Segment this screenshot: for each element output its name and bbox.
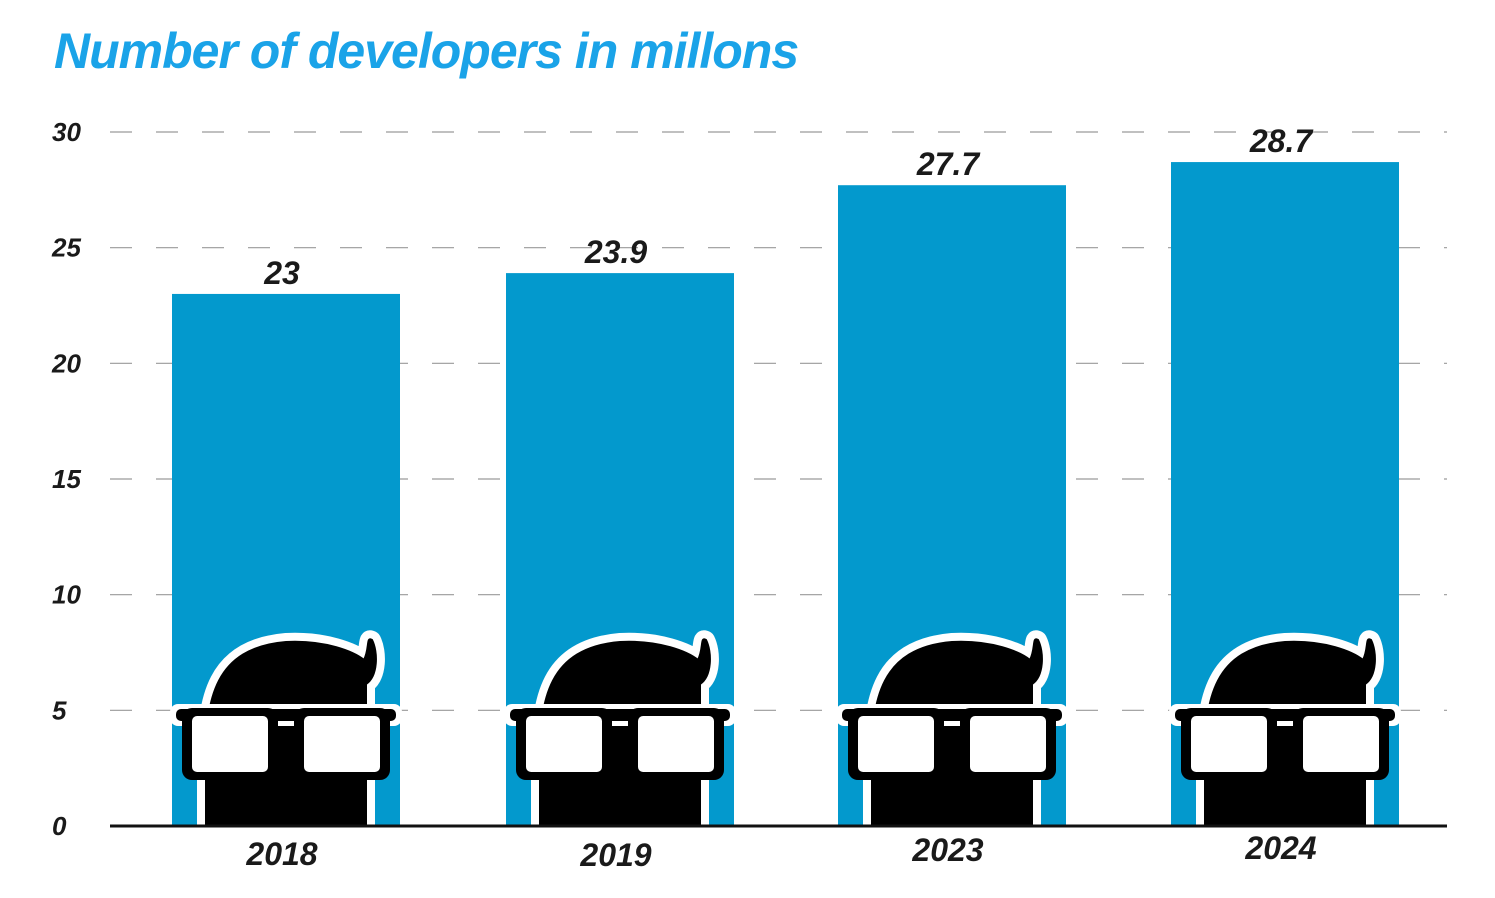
- glasses-lens: [638, 716, 714, 772]
- category-label: 2024: [1244, 830, 1316, 866]
- y-tick-label: 0: [52, 811, 67, 841]
- value-label: 28.7: [1249, 123, 1314, 159]
- developer-head-with-glasses-icon: [1169, 630, 1401, 835]
- y-tick-label: 30: [52, 117, 81, 147]
- glasses-lens: [526, 716, 602, 772]
- y-tick-label: 5: [52, 695, 67, 725]
- developer-head-with-glasses-icon: [836, 630, 1068, 835]
- category-label: 2019: [579, 837, 651, 873]
- developer-head-with-glasses-icon: [170, 630, 402, 835]
- value-label: 27.7: [916, 146, 981, 182]
- glasses-lens: [192, 716, 268, 772]
- x-axis-categories: 2018 2019 2023 2024: [245, 830, 1316, 873]
- value-labels: 23 23.9 27.7 28.7: [263, 123, 1314, 291]
- y-tick-label: 20: [51, 348, 81, 378]
- chart-title: Number of developers in millons: [54, 23, 799, 79]
- y-tick-label: 15: [52, 464, 81, 494]
- glasses-lens: [970, 716, 1046, 772]
- y-axis-ticks: 0 5 10 15 20 25 30: [51, 117, 81, 841]
- value-label: 23.9: [584, 234, 647, 270]
- y-tick-label: 25: [51, 233, 81, 263]
- developer-head-with-glasses-icon: [504, 630, 736, 835]
- y-tick-label: 10: [52, 580, 81, 610]
- glasses-lens: [304, 716, 380, 772]
- category-label: 2018: [245, 836, 317, 872]
- glasses-lens: [1303, 716, 1379, 772]
- category-label: 2023: [911, 832, 983, 868]
- glasses-lens: [858, 716, 934, 772]
- mascots: [170, 630, 1401, 835]
- glasses-lens: [1191, 716, 1267, 772]
- value-label: 23: [263, 255, 300, 291]
